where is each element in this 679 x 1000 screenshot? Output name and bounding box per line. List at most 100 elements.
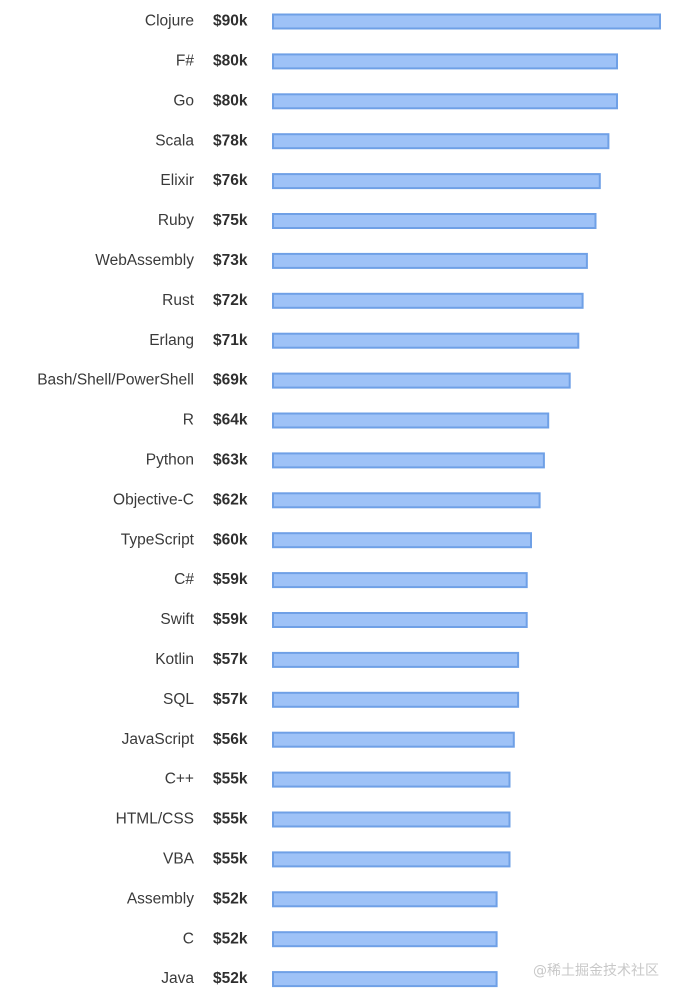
bar-row: Python $63k (146, 451, 545, 469)
value-label: $78k (213, 132, 248, 149)
category-label: SQL (163, 691, 194, 708)
bar-row: Assembly $52k (127, 890, 498, 908)
bar (272, 691, 520, 708)
category-label: C++ (165, 771, 194, 788)
bar (272, 532, 532, 549)
bar-row: Java $52k (161, 970, 498, 988)
bar-row: Bash/Shell/PowerShell $69k (37, 372, 571, 389)
bar (272, 612, 528, 628)
category-label: Kotlin (155, 651, 194, 668)
value-label: $57k (213, 691, 248, 708)
category-label: C# (174, 571, 194, 588)
bar (272, 492, 541, 509)
value-label: $75k (213, 212, 248, 229)
bar (272, 252, 588, 269)
bar (272, 372, 571, 389)
bar-row: SQL $57k (163, 691, 520, 708)
bar (272, 931, 498, 948)
bar (272, 891, 498, 908)
bar (272, 572, 528, 589)
bar (272, 452, 545, 469)
bar (272, 731, 515, 748)
bar-row: C++ $55k (165, 771, 511, 788)
bar-row: JavaScript $56k (122, 731, 515, 748)
bar-row: WebAssembly $73k (95, 252, 588, 269)
value-label: $71k (213, 332, 248, 349)
value-label: $55k (213, 771, 248, 788)
watermark-text: @稀土掘金技术社区 (533, 963, 659, 979)
bar-row: R $64k (183, 412, 550, 429)
category-label: Ruby (158, 212, 194, 229)
value-label: $59k (213, 571, 248, 588)
value-label: $55k (213, 811, 248, 828)
category-label: Swift (160, 611, 194, 628)
category-label: TypeScript (121, 531, 195, 548)
bar (272, 771, 511, 788)
category-label: HTML/CSS (116, 811, 194, 828)
bar-row: HTML/CSS $55k (116, 811, 511, 828)
category-label: Elixir (160, 172, 194, 189)
bar (272, 651, 520, 668)
value-label: $52k (213, 930, 248, 947)
bar-row: VBA $55k (163, 850, 511, 868)
value-label: $60k (213, 531, 248, 548)
category-label: Rust (162, 292, 195, 309)
category-label: Objective-C (113, 491, 194, 508)
bar (272, 133, 610, 150)
value-label: $69k (213, 372, 248, 389)
bar-row: F# $80k (176, 52, 618, 70)
value-label: $52k (213, 890, 248, 907)
bar-row: TypeScript $60k (121, 531, 532, 549)
bar (272, 93, 618, 110)
category-label: Scala (155, 132, 194, 149)
category-label: F# (176, 52, 194, 69)
bar-row: Swift $59k (160, 611, 528, 628)
bar (272, 53, 618, 70)
value-label: $52k (213, 970, 248, 987)
value-label: $80k (213, 92, 248, 109)
category-label: Clojure (145, 13, 194, 30)
bar-row: Erlang $71k (149, 332, 580, 349)
bar (272, 292, 584, 309)
value-label: $64k (213, 412, 248, 429)
category-label: VBA (163, 850, 195, 867)
bar (272, 213, 597, 229)
category-label: Python (146, 451, 194, 468)
bar (272, 811, 511, 828)
value-label: $59k (213, 611, 248, 628)
value-label: $73k (213, 252, 248, 269)
category-label: R (183, 412, 194, 429)
value-label: $57k (213, 651, 248, 668)
category-label: JavaScript (122, 731, 195, 748)
bar (272, 332, 580, 349)
bar-row: C# $59k (174, 571, 528, 589)
value-label: $90k (213, 13, 248, 30)
value-label: $63k (213, 451, 248, 468)
bar-row: Ruby $75k (158, 212, 597, 229)
category-label: Java (161, 970, 194, 987)
category-label: Go (173, 92, 194, 109)
bar-row: Rust $72k (162, 292, 584, 309)
category-label: Erlang (149, 332, 194, 349)
bar-row: Scala $78k (155, 132, 610, 150)
bar-row: Go $80k (173, 92, 618, 110)
bar-row: Elixir $76k (160, 172, 601, 190)
bar-row: Clojure $90k (145, 13, 661, 30)
value-label: $80k (213, 52, 248, 69)
value-label: $76k (213, 172, 248, 189)
bar-row: Kotlin $57k (155, 651, 520, 668)
value-label: $62k (213, 491, 248, 508)
category-label: WebAssembly (95, 252, 194, 269)
bar (272, 173, 601, 190)
value-label: $72k (213, 292, 248, 309)
value-label: $56k (213, 731, 248, 748)
category-label: C (183, 930, 194, 947)
value-label: $55k (213, 850, 248, 867)
bar (272, 13, 661, 30)
bar (272, 851, 511, 868)
category-label: Assembly (127, 890, 194, 907)
bar (272, 971, 498, 988)
bar-row: Objective-C $62k (113, 491, 541, 509)
